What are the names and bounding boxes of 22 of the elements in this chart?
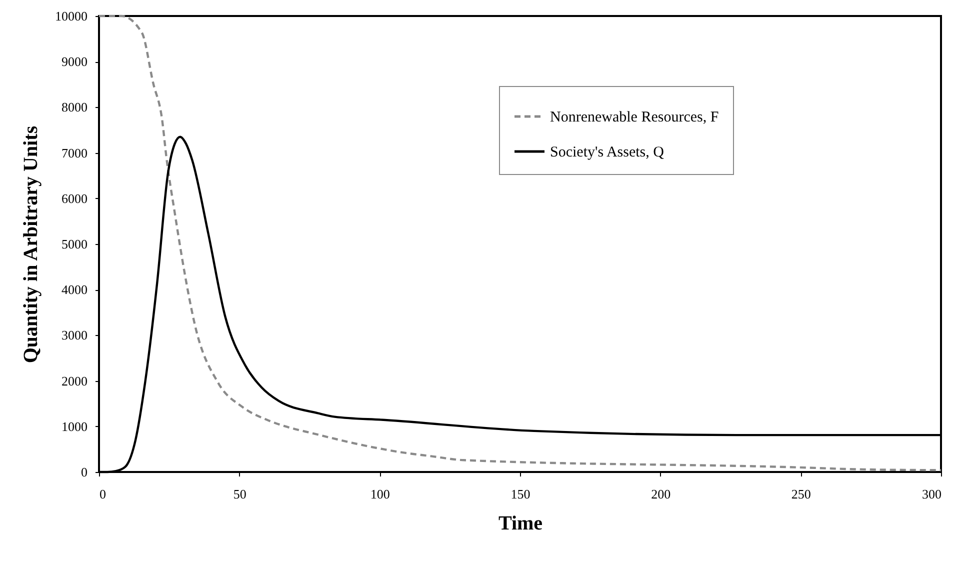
x-tick-label: 300 [922, 486, 942, 502]
x-tick-label: 150 [510, 486, 530, 502]
x-tick-label: 200 [651, 486, 671, 502]
y-tick-label: 10000 [55, 8, 88, 24]
y-tick-label: 0 [81, 464, 88, 480]
y-tick-label: 7000 [62, 145, 88, 160]
x-axis-title: Time [498, 512, 543, 534]
y-axis-title: Quantity in Arbitrary Units [20, 126, 42, 364]
y-tick-label: 1000 [62, 418, 88, 434]
y-tick-label: 2000 [62, 373, 88, 388]
x-tick-label: 100 [370, 486, 390, 502]
y-tick-label: 6000 [62, 190, 88, 206]
y-tick-label: 5000 [62, 236, 88, 252]
y-tick-label: 4000 [62, 282, 88, 298]
legend-label: Nonrenewable Resources, F [550, 110, 719, 126]
x-tick-label: 0 [100, 486, 106, 502]
x-tick-label: 250 [791, 486, 811, 502]
y-tick-label: 3000 [62, 328, 88, 343]
x-tick-label: 50 [233, 486, 246, 502]
legend-label: Society's Assets, Q [550, 144, 664, 160]
y-tick-label: 8000 [62, 100, 88, 115]
y-tick-label: 9000 [62, 54, 88, 70]
